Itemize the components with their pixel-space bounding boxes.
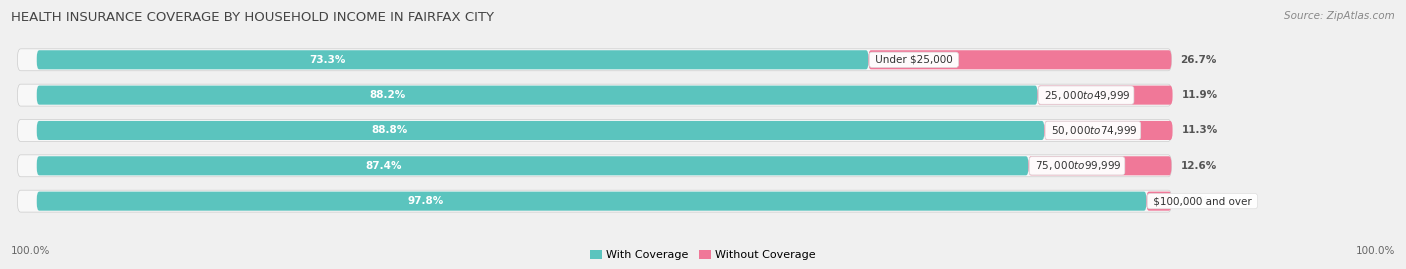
FancyBboxPatch shape [17,49,1171,71]
Text: $75,000 to $99,999: $75,000 to $99,999 [1032,159,1122,172]
Text: $50,000 to $74,999: $50,000 to $74,999 [1047,124,1137,137]
FancyBboxPatch shape [37,121,1045,140]
FancyBboxPatch shape [1028,156,1171,175]
Text: Under $25,000: Under $25,000 [872,55,956,65]
Text: $100,000 and over: $100,000 and over [1150,196,1256,206]
FancyBboxPatch shape [869,50,1171,69]
Legend: With Coverage, Without Coverage: With Coverage, Without Coverage [588,247,818,263]
Text: 100.0%: 100.0% [1355,246,1395,256]
Text: 11.9%: 11.9% [1181,90,1218,100]
Text: 88.2%: 88.2% [368,90,405,100]
FancyBboxPatch shape [37,50,869,69]
Text: 12.6%: 12.6% [1181,161,1216,171]
Text: 100.0%: 100.0% [11,246,51,256]
Text: 88.8%: 88.8% [371,125,408,136]
Text: 2.2%: 2.2% [1181,196,1209,206]
FancyBboxPatch shape [37,86,1038,105]
FancyBboxPatch shape [17,119,1171,141]
FancyBboxPatch shape [1146,192,1171,211]
FancyBboxPatch shape [17,84,1171,106]
FancyBboxPatch shape [17,155,1171,177]
Text: HEALTH INSURANCE COVERAGE BY HOUSEHOLD INCOME IN FAIRFAX CITY: HEALTH INSURANCE COVERAGE BY HOUSEHOLD I… [11,11,495,24]
FancyBboxPatch shape [37,156,1028,175]
FancyBboxPatch shape [1038,86,1173,105]
Text: 97.8%: 97.8% [406,196,443,206]
Text: 73.3%: 73.3% [309,55,346,65]
Text: $25,000 to $49,999: $25,000 to $49,999 [1040,89,1132,102]
Text: 87.4%: 87.4% [366,161,402,171]
Text: 26.7%: 26.7% [1181,55,1216,65]
FancyBboxPatch shape [17,190,1171,212]
FancyBboxPatch shape [37,192,1146,211]
FancyBboxPatch shape [1045,121,1173,140]
Text: 11.3%: 11.3% [1181,125,1218,136]
Text: Source: ZipAtlas.com: Source: ZipAtlas.com [1284,11,1395,21]
